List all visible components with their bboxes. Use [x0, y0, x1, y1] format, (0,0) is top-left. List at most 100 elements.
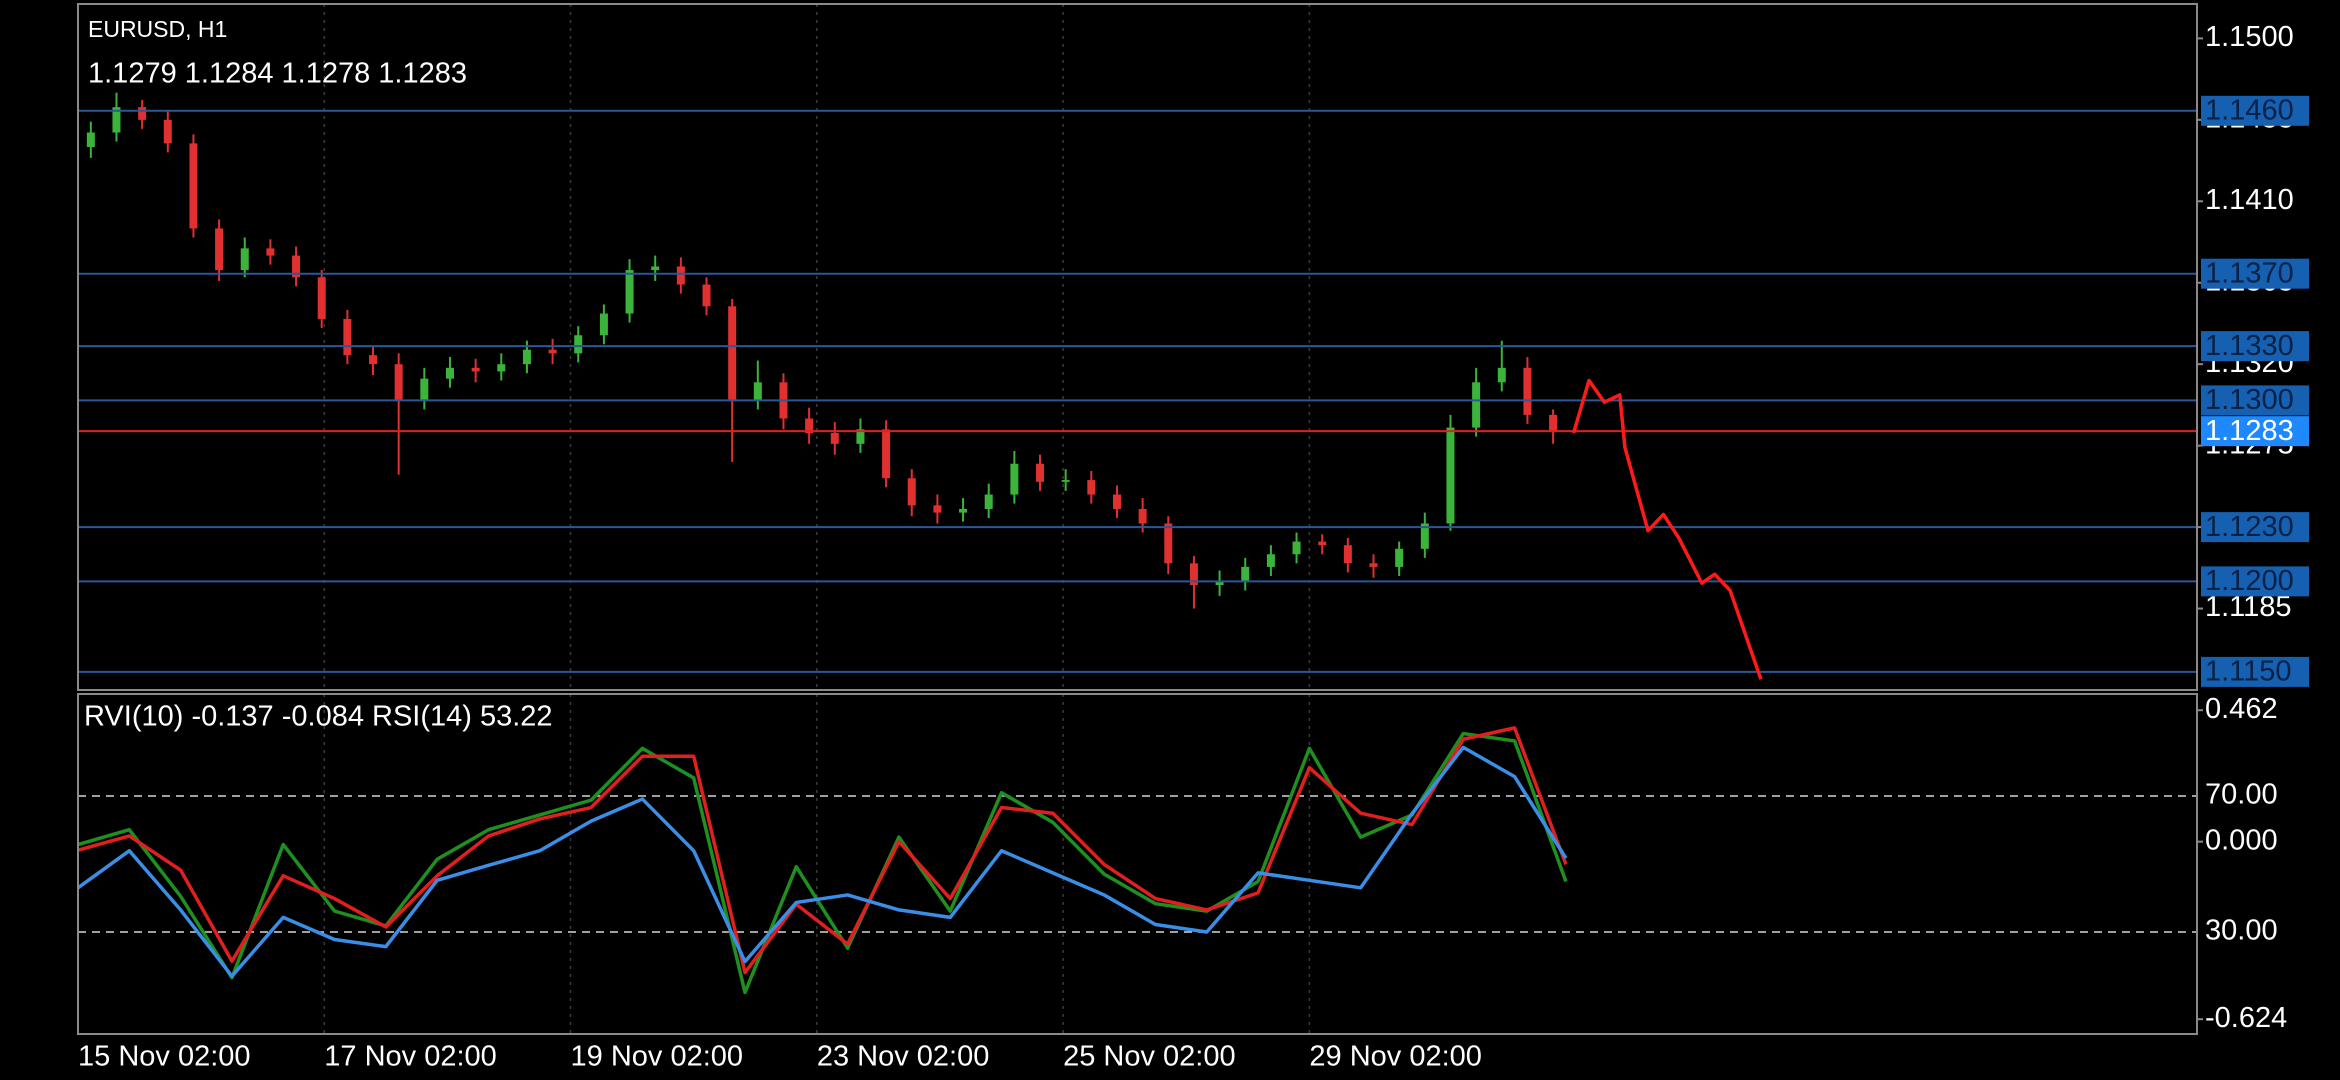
- y2-tick-label: 30.00: [2205, 915, 2278, 947]
- level-tag-label: 1.1460: [2205, 94, 2294, 126]
- x-tick-label: 23 Nov 02:00: [817, 1041, 990, 1073]
- candle-body: [1087, 480, 1096, 495]
- level-tag-label: 1.1370: [2205, 257, 2294, 289]
- candle-body: [1241, 566, 1250, 582]
- candle-body: [1189, 563, 1198, 586]
- candle-body: [1472, 382, 1481, 428]
- candle-body: [1215, 581, 1224, 586]
- x-tick-label: 29 Nov 02:00: [1309, 1041, 1482, 1073]
- candle-body: [574, 335, 583, 354]
- y-tick-label: 1.1410: [2205, 184, 2294, 216]
- candle-body: [882, 429, 891, 479]
- candle-body: [1036, 463, 1045, 482]
- candle-body: [86, 132, 95, 147]
- candle-body: [625, 270, 634, 314]
- ohlc-text: 1.1279 1.1284 1.1278 1.1283: [88, 58, 467, 90]
- candle-body: [1549, 414, 1558, 432]
- y-tick-label: 0.462: [2205, 693, 2278, 725]
- candle-body: [1010, 463, 1019, 495]
- candle-body: [497, 364, 506, 372]
- candle-body: [728, 306, 737, 401]
- candle-body: [1138, 508, 1147, 524]
- candle-body: [112, 107, 121, 133]
- candle-body: [676, 266, 685, 285]
- level-tag: [2201, 95, 2309, 126]
- candle-body: [933, 505, 942, 513]
- candle-body: [1112, 494, 1121, 509]
- indicator-line: [77, 726, 1568, 975]
- candle-body: [1497, 367, 1506, 383]
- candle-body: [1061, 480, 1070, 482]
- candle-body: [1266, 554, 1275, 567]
- candle-body: [1395, 548, 1404, 567]
- level-tag-label: 1.1150: [2205, 656, 2292, 688]
- candle-body: [984, 494, 993, 509]
- candle-body: [215, 228, 224, 271]
- level-tag: [2201, 566, 2309, 597]
- candle-body: [445, 367, 454, 379]
- candle-body: [830, 432, 839, 444]
- candle-body: [856, 429, 865, 444]
- level-tag: [2201, 385, 2309, 416]
- x-tick-label: 15 Nov 02:00: [78, 1041, 251, 1073]
- symbol-title: EURUSD, H1: [88, 16, 227, 42]
- level-tag-label: 1.1330: [2205, 330, 2294, 362]
- candle-body: [1523, 367, 1532, 415]
- candle-body: [1343, 545, 1352, 564]
- candle-body: [471, 367, 480, 372]
- candle-body: [1369, 563, 1378, 567]
- y-tick-label: -0.624: [2205, 1002, 2287, 1034]
- indicator-line: [77, 731, 1568, 995]
- candle-body: [240, 248, 249, 271]
- indicator-panel: [77, 693, 2198, 1035]
- candle-body: [292, 255, 301, 278]
- candle-body: [420, 378, 429, 401]
- current-price-label: 1.1283: [2205, 415, 2294, 447]
- level-tag-label: 1.1230: [2205, 511, 2294, 543]
- candle-body: [522, 349, 531, 365]
- candle-body: [1164, 523, 1173, 564]
- candle-body: [1420, 523, 1429, 549]
- level-tag: [2201, 331, 2309, 362]
- y-tick-label: 1.1500: [2205, 21, 2294, 53]
- current-price-tag: [2201, 416, 2309, 447]
- x-tick-label: 19 Nov 02:00: [571, 1041, 744, 1073]
- x-tick-label: 17 Nov 02:00: [324, 1041, 497, 1073]
- level-tag-label: 1.1200: [2205, 565, 2294, 597]
- candle-body: [599, 313, 608, 336]
- y-tick-label: 1.1185: [2205, 591, 2292, 623]
- level-tag: [2201, 258, 2309, 289]
- level-tag: [2201, 656, 2309, 687]
- forecast-line: [1571, 378, 1763, 680]
- candle-body: [138, 107, 147, 120]
- candle-body: [189, 143, 198, 229]
- level-tag: [2201, 512, 2309, 543]
- candle-body: [317, 277, 326, 319]
- candle-body: [702, 284, 711, 307]
- y2-tick-label: 70.00: [2205, 779, 2278, 811]
- indicator-line: [76, 745, 1568, 978]
- candle-body: [1292, 541, 1301, 555]
- chart-layer: 15 Nov 02:00 17 Nov 02:00 19 Nov 02:00 23 N…: [76, 4, 2294, 1073]
- candle-body: [1446, 427, 1455, 524]
- candle-body: [959, 508, 968, 513]
- candle-body: [394, 364, 403, 401]
- y-tick-label: 0.000: [2205, 824, 2278, 856]
- x-tick-label: 25 Nov 02:00: [1063, 1041, 1236, 1073]
- indicator-title: RVI(10) -0.137 -0.084 RSI(14) 53.22: [84, 701, 553, 733]
- candle-body: [548, 349, 557, 354]
- candle-body: [753, 382, 762, 401]
- candle-body: [907, 478, 916, 506]
- candle-body: [163, 119, 172, 144]
- tag-layer: 1.14601.13701.13301.13001.12301.12001.11…: [2201, 94, 2309, 688]
- candle-body: [266, 248, 275, 256]
- candle-body: [369, 355, 378, 365]
- candle-body: [651, 266, 660, 271]
- candle-body: [343, 318, 352, 356]
- candle-body: [805, 418, 814, 433]
- main-panel: [77, 3, 2198, 691]
- level-tag-label: 1.1300: [2205, 384, 2294, 416]
- candle-body: [1318, 541, 1327, 546]
